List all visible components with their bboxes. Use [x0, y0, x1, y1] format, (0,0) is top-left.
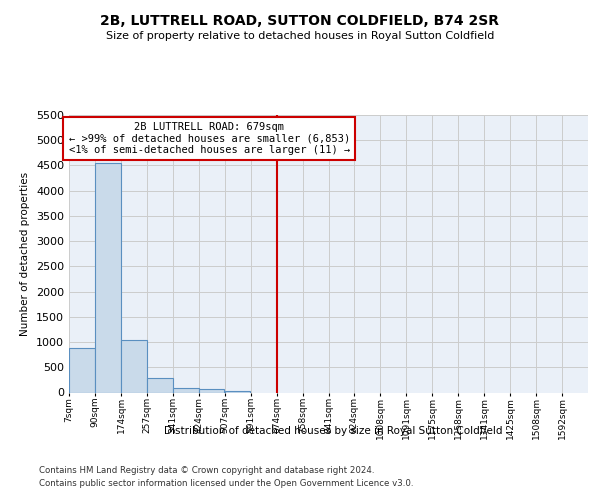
Text: Contains public sector information licensed under the Open Government Licence v3: Contains public sector information licen…: [39, 478, 413, 488]
Text: Contains HM Land Registry data © Crown copyright and database right 2024.: Contains HM Land Registry data © Crown c…: [39, 466, 374, 475]
Bar: [147, 378, 173, 392]
Bar: [225, 391, 250, 392]
Text: 2B, LUTTRELL ROAD, SUTTON COLDFIELD, B74 2SR: 2B, LUTTRELL ROAD, SUTTON COLDFIELD, B74…: [101, 14, 499, 28]
Bar: [199, 388, 224, 392]
Text: Distribution of detached houses by size in Royal Sutton Coldfield: Distribution of detached houses by size …: [164, 426, 502, 436]
Bar: [121, 340, 146, 392]
Bar: [95, 164, 121, 392]
Text: 2B LUTTRELL ROAD: 679sqm
← >99% of detached houses are smaller (6,853)
<1% of se: 2B LUTTRELL ROAD: 679sqm ← >99% of detac…: [68, 122, 350, 155]
Y-axis label: Number of detached properties: Number of detached properties: [20, 172, 31, 336]
Text: Size of property relative to detached houses in Royal Sutton Coldfield: Size of property relative to detached ho…: [106, 31, 494, 41]
Bar: [173, 388, 199, 392]
Bar: [69, 348, 95, 393]
